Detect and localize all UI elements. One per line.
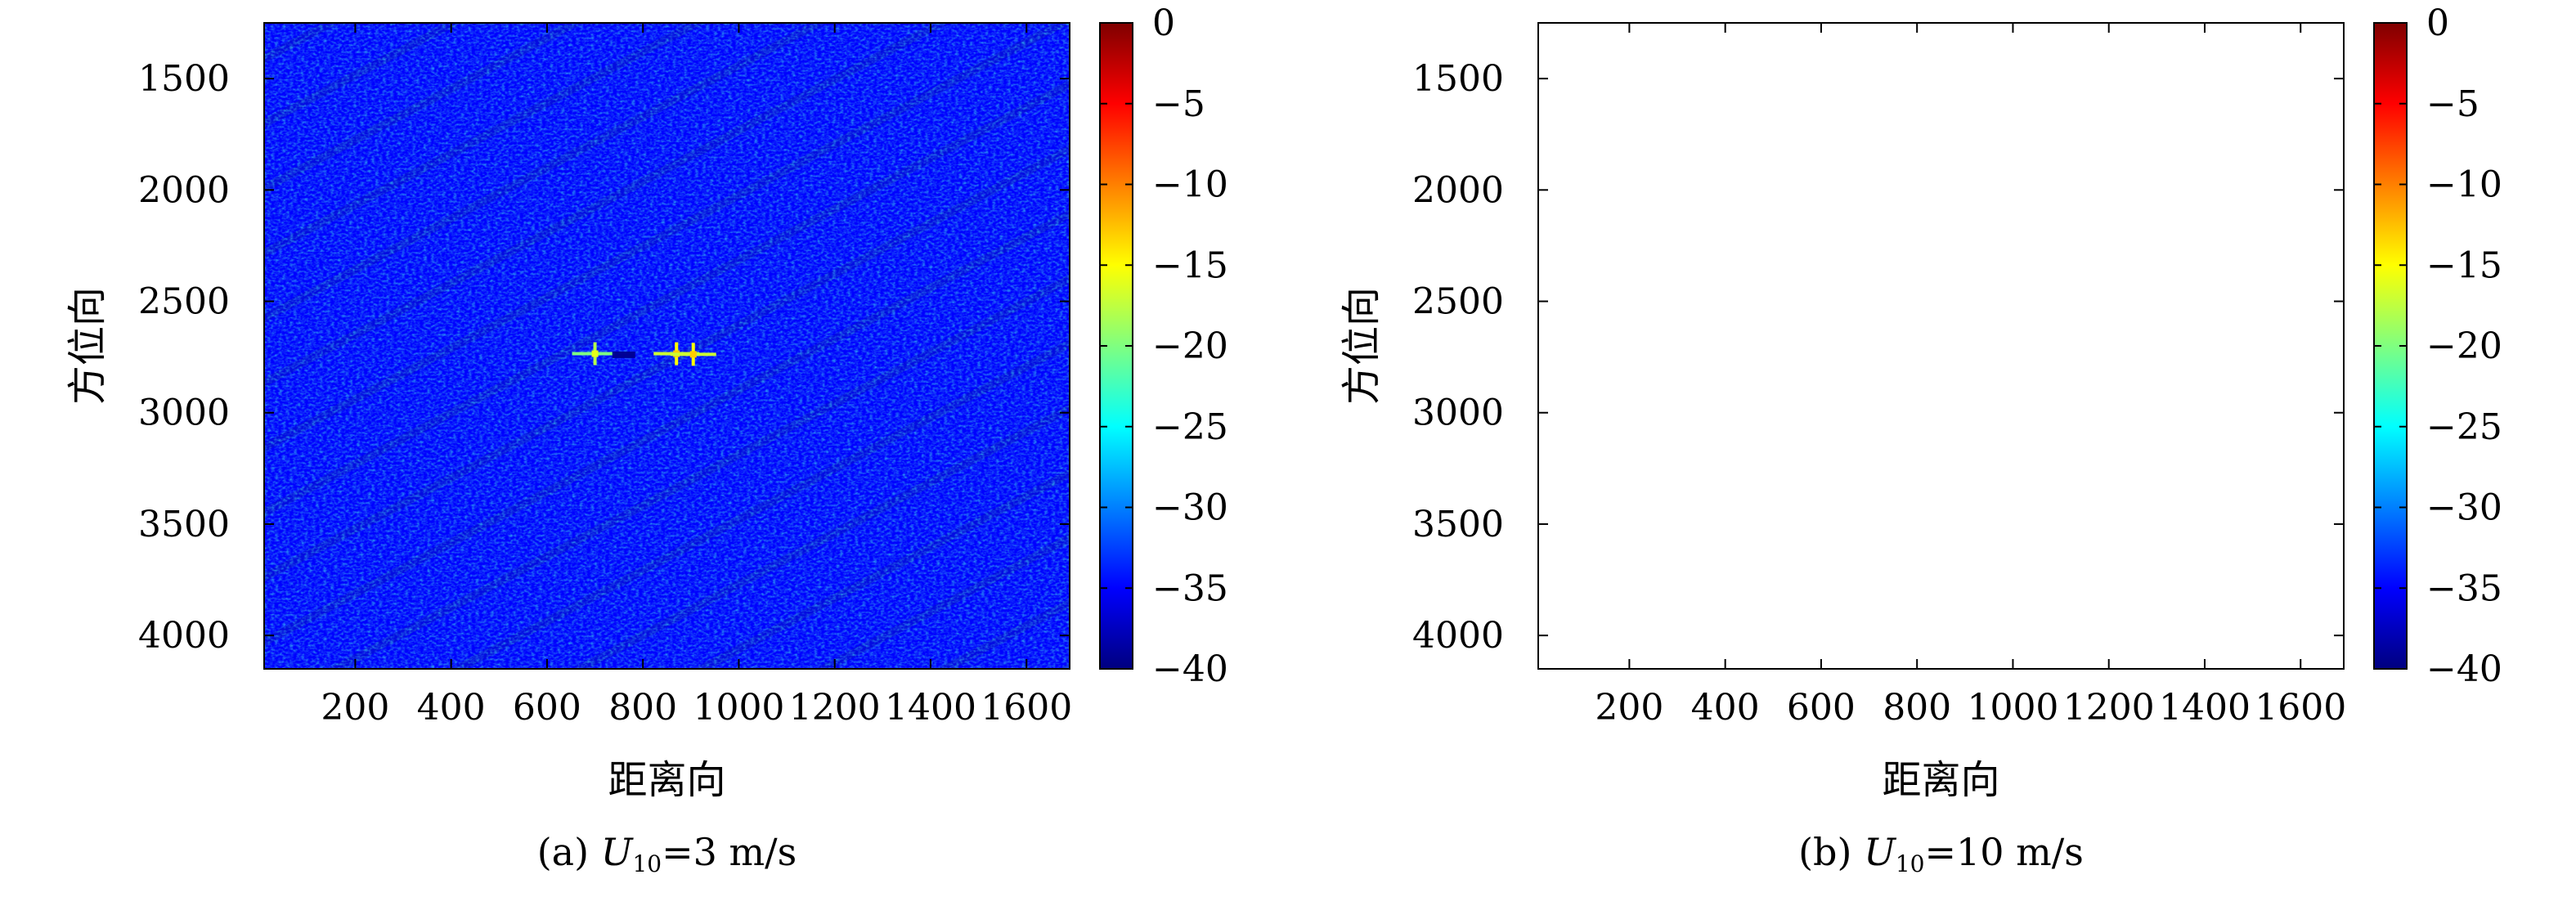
x-tick-label: 400 — [417, 687, 486, 729]
x-tick-label: 1600 — [2255, 687, 2346, 729]
colorbar-tick-label: −10 — [2426, 164, 2502, 206]
target-core — [2173, 298, 2179, 305]
target-shadow — [1887, 352, 1910, 358]
target-vline — [1963, 346, 1967, 369]
speckle-texture — [1538, 23, 2344, 669]
x-tick-label: 1600 — [981, 687, 1072, 729]
y-tick-label: 3000 — [1412, 392, 1504, 434]
target-4 — [670, 343, 716, 366]
y-tick-label: 1500 — [138, 58, 230, 100]
target-vline — [2174, 290, 2178, 313]
colorbar: 0 −5 −10 −15 −20 −25 −30 −35 −40 — [1099, 2, 1228, 690]
colorbar-tick-label: 0 — [2426, 2, 2449, 44]
colorbar-tick-label: −10 — [1152, 164, 1228, 206]
colorbar-tick-label: −40 — [2426, 648, 2502, 690]
target-4 — [2153, 290, 2199, 313]
speckle-texture — [264, 23, 1070, 669]
colorbar-tick-label: −25 — [1152, 406, 1228, 448]
x-tick-label: 1000 — [1967, 687, 2058, 729]
y-tick-label: 4000 — [1412, 615, 1504, 657]
colorbar-tick-label: −20 — [1152, 325, 1228, 367]
y-tick-label: 2500 — [138, 281, 230, 323]
target-shadow — [612, 351, 635, 358]
caption-prefix: (a) — [537, 830, 601, 874]
target-core — [1962, 354, 1968, 361]
x-tick-label: 400 — [1691, 687, 1760, 729]
colorbar-tick-label: −40 — [1152, 648, 1228, 690]
x-tick-label: 800 — [1883, 687, 1951, 729]
panel-a: 200 400 600 800 1000 1200 1400 1600 1500 2000 2500… — [65, 2, 1228, 877]
colorbar-tick-label: −20 — [2426, 325, 2502, 367]
x-axis-label: 距离向 — [608, 757, 725, 803]
target-1 — [572, 342, 618, 366]
colorbar: 0 −5 −10 −15 −20 −25 −30 −35 −40 — [2373, 2, 2502, 690]
y-tick-label: 1500 — [1412, 58, 1504, 100]
y-tick-label: 2500 — [1412, 281, 1504, 323]
colorbar-tick-label: −15 — [1152, 244, 1228, 286]
target-1 — [1847, 343, 1892, 366]
x-tick-label: 1000 — [693, 687, 784, 729]
colorbar-tick-label: −25 — [2426, 406, 2502, 448]
x-tick-label: 200 — [321, 687, 389, 729]
panel-caption: (a) U10=3 m/s — [537, 830, 797, 877]
colorbar-tick-label: −5 — [1152, 83, 1205, 125]
x-tick-label: 1200 — [2063, 687, 2155, 729]
caption-value: =3 m/s — [662, 830, 797, 874]
plot-frame — [263, 22, 1070, 670]
x-tick-label: 800 — [608, 687, 677, 729]
colorbar-tick-label: −35 — [1152, 567, 1228, 609]
colorbar-tick-label: −30 — [2426, 487, 2502, 529]
target-hline — [2153, 300, 2199, 303]
x-tick-label: 1400 — [885, 687, 976, 729]
caption-prefix: (b) — [1798, 830, 1864, 874]
caption-value: =10 m/s — [1924, 830, 2083, 874]
target-hline — [1847, 352, 1892, 356]
colorbar-tick-label: −30 — [1152, 487, 1228, 529]
colorbar-tick-label: −35 — [2426, 567, 2502, 609]
caption-variable: U — [601, 830, 635, 874]
target-core — [1866, 351, 1873, 357]
caption-subscript: 10 — [1896, 850, 1925, 877]
y-axis-label: 方位向 — [65, 287, 110, 405]
target-3 — [1942, 346, 1988, 369]
x-tick-label: 200 — [1595, 687, 1663, 729]
y-tick-label: 3500 — [1412, 504, 1504, 545]
x-tick-label: 600 — [513, 687, 581, 729]
y-tick-label: 2000 — [138, 169, 230, 211]
caption-subscript: 10 — [632, 850, 662, 877]
image-area — [1538, 23, 2344, 669]
target-vline — [1868, 343, 1871, 366]
y-tick-label: 4000 — [138, 615, 230, 657]
panel-caption: (b) U10=10 m/s — [1798, 830, 2084, 877]
x-tick-label: 1200 — [789, 687, 881, 729]
colorbar-tick-label: 0 — [1152, 2, 1175, 44]
target-2 — [612, 351, 635, 358]
plot-frame — [1537, 22, 2345, 670]
target-hline — [1942, 356, 1988, 359]
x-axis-label: 距离向 — [1882, 757, 1999, 803]
panel-b: 200 400 600 800 1000 1200 1400 1600 1500 2000 2500… — [1339, 2, 2502, 877]
y-tick-label: 3000 — [138, 392, 230, 434]
colorbar-tick-label: −5 — [2426, 83, 2480, 125]
target-core — [689, 351, 697, 358]
y-tick-label: 3500 — [138, 504, 230, 545]
y-axis-label: 方位向 — [1339, 287, 1384, 405]
caption-variable: U — [1864, 830, 1897, 874]
x-tick-label: 600 — [1787, 687, 1856, 729]
background-field — [1538, 23, 2344, 669]
colorbar-tick-label: −15 — [2426, 244, 2502, 286]
x-tick-label: 1400 — [2159, 687, 2251, 729]
target-core — [591, 350, 599, 357]
image-area — [264, 23, 1070, 669]
target-2 — [1887, 352, 1910, 358]
y-tick-label: 2000 — [1412, 169, 1504, 211]
wave-texture — [1538, 23, 2344, 669]
